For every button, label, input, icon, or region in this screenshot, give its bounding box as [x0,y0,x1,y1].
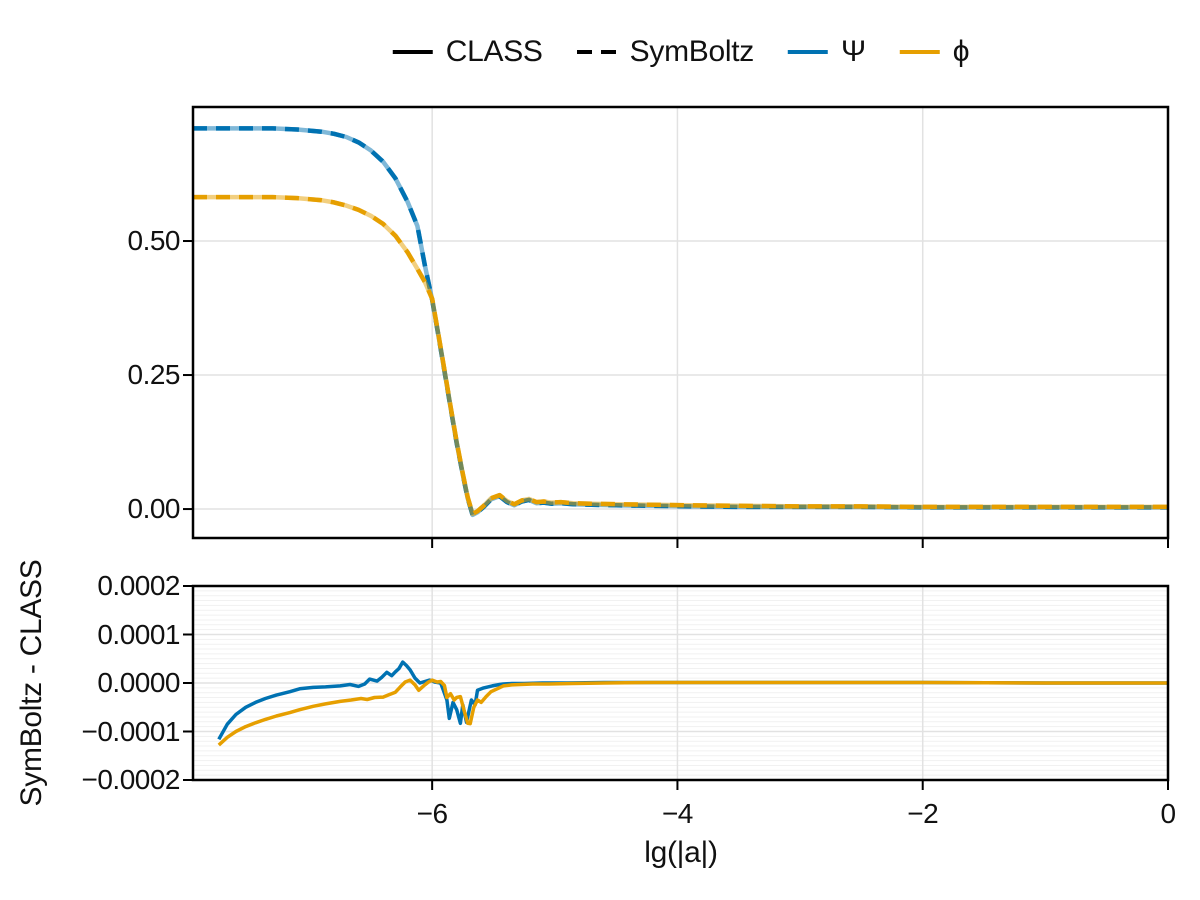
residual-y-axis-label: SymBoltz - CLASS [15,559,48,807]
x-tick-label: −2 [907,798,939,829]
x-tick-label: 0 [1160,798,1176,829]
legend-label: Ψ [840,35,866,68]
y-tick-label: 0.50 [127,225,181,257]
legend-label: SymBoltz [629,35,755,68]
series-line-Ψ-CLASS [193,126,1168,518]
legend-swatch-solid-line-icon [787,49,828,55]
legend-label: CLASS [445,35,543,68]
series-line-ϕ-SymBoltz − CLASS [217,678,1168,747]
legend-item-CLASS: CLASS [392,35,543,68]
panel-residuals [183,584,1170,790]
y-tick-label: 0.0002 [97,570,180,601]
legend-item-SymBoltz: SymBoltz [576,35,755,68]
series-line-Ψ-SymBoltz [193,126,1168,518]
y-tick-label: 0.0000 [97,667,180,698]
legend-label: ϕ [952,35,970,68]
series-line-ϕ-CLASS [193,194,1168,517]
panel-frame [191,105,1170,540]
x-axis-label: lg(|a|) [644,836,718,869]
y-tick-label: 0.00 [127,493,181,525]
y-tick-label: 0.0001 [97,618,180,650]
panel-potentials [183,105,1170,548]
legend-item-Ψ: Ψ [787,35,866,68]
x-tick-label: −6 [416,798,448,829]
y-tick-label: −0.0001 [81,715,181,747]
y-tick-label: 0.25 [127,359,181,391]
x-tick-label: −4 [661,798,693,829]
legend-swatch-solid-line-icon [899,49,940,55]
legend-swatch-solid-line-icon [392,49,433,55]
legend-item-ϕ: ϕ [899,35,970,68]
legend-swatch-dashed-line-icon [576,49,617,55]
y-tick-label: −0.0002 [81,764,181,795]
series-line-ϕ-SymBoltz [193,194,1168,517]
